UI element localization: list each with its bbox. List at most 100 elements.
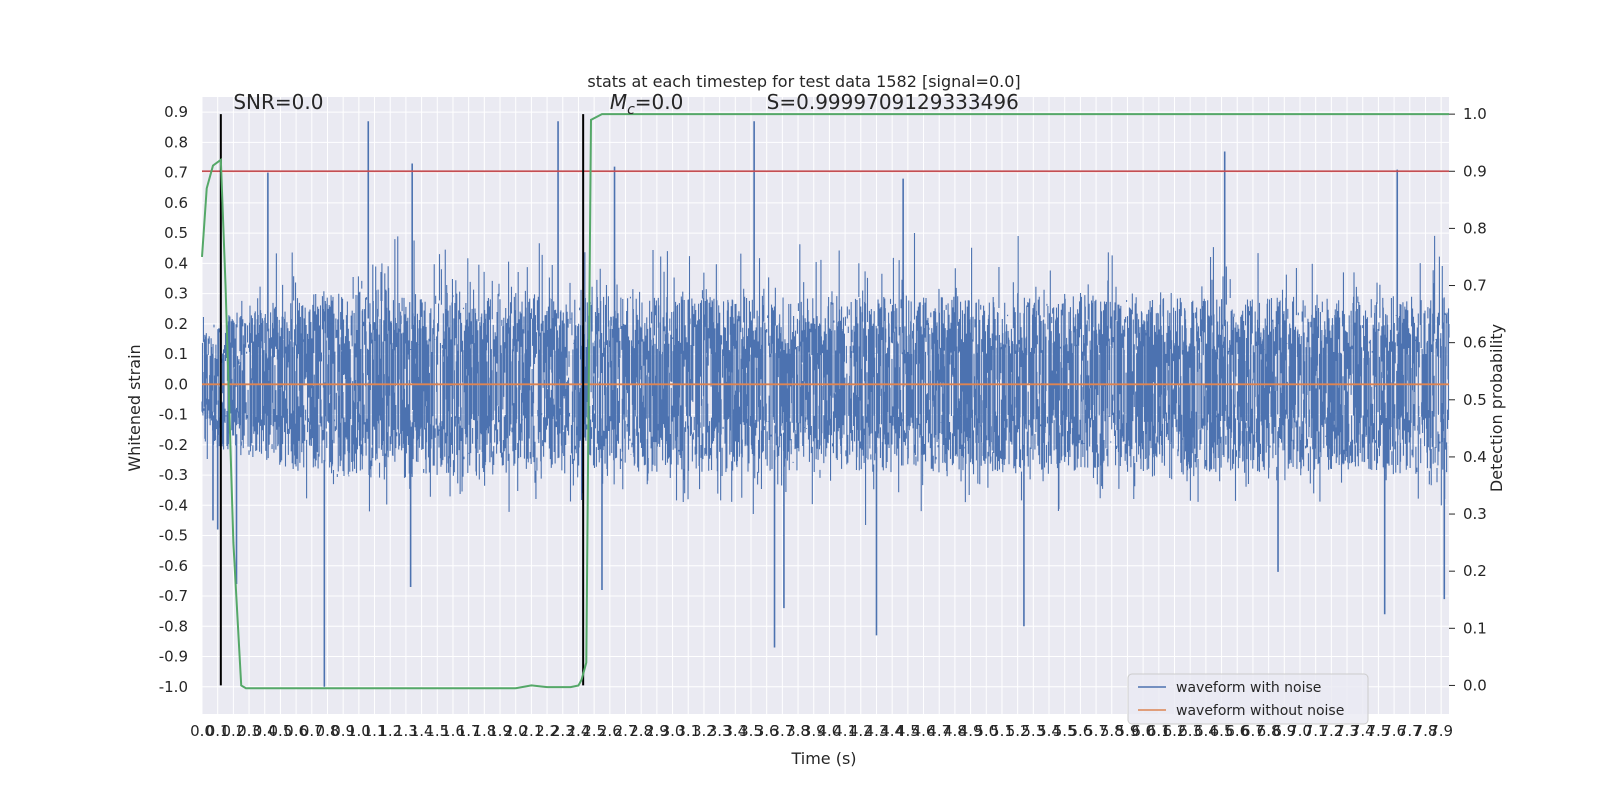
- y-tick-label: 0.4: [164, 254, 188, 272]
- x-tick-label: 2.6: [598, 722, 622, 740]
- legend: waveform with noise waveform without noi…: [1127, 673, 1369, 725]
- y2-tick-label: 0.2: [1463, 562, 1487, 580]
- x-tick-label: 3.1: [676, 722, 700, 740]
- x-tick-label: 3.7: [770, 722, 794, 740]
- x-tick-label: 4.9: [959, 722, 983, 740]
- x-tick-label: 2.7: [614, 722, 638, 740]
- x-tick-label: 3.8: [786, 722, 810, 740]
- x-tick-label: 0.1: [206, 722, 230, 740]
- x-tick-label: 6.2: [1163, 722, 1187, 740]
- chart-title: stats at each timestep for test data 158…: [587, 72, 1020, 91]
- x-tick-label: 1.3: [394, 722, 418, 740]
- y2-tick-label: 0.1: [1463, 619, 1487, 637]
- y-tick-label: -0.4: [159, 496, 188, 514]
- x-tick-label: 1.1: [363, 722, 387, 740]
- x-tick-label: 7.2: [1319, 722, 1343, 740]
- x-tick-label: 2.2: [535, 722, 559, 740]
- x-tick-label: 6.7: [1241, 722, 1265, 740]
- x-tick-label: 5.9: [1116, 722, 1140, 740]
- y-tick-label: 0.2: [164, 315, 188, 333]
- x-tick-label: 4.8: [943, 722, 967, 740]
- y2-tick-label: 0.6: [1463, 334, 1487, 352]
- x-tick-label: 7.8: [1414, 722, 1438, 740]
- annotations: SNR=0.0 Mc=0.0 S=0.9999709129333496: [233, 90, 1018, 118]
- x-tick-label: 7.7: [1398, 722, 1422, 740]
- x-tick-label: 2.8: [629, 722, 653, 740]
- x-tick-label: 1.2: [378, 722, 402, 740]
- x-tick-label: 4.5: [896, 722, 920, 740]
- x-tick-label: 2.5: [582, 722, 606, 740]
- x-tick-label: 4.2: [849, 722, 873, 740]
- y2-tick-label: 0.5: [1463, 391, 1487, 409]
- waveform-with-noise-series: [201, 121, 1450, 687]
- x-tick-label: 7.6: [1382, 722, 1406, 740]
- x-tick-label: 3.2: [692, 722, 716, 740]
- x-tick-label: 0.7: [300, 722, 324, 740]
- y2-tick-label: 0.4: [1463, 448, 1487, 466]
- y-tick-label: 0.7: [164, 164, 188, 182]
- x-tick-label: 7.9: [1429, 722, 1453, 740]
- x-tick-label: 0.0: [190, 722, 214, 740]
- x-tick-label: 6.3: [1178, 722, 1202, 740]
- x-tick-label: 5.2: [1006, 722, 1030, 740]
- x-tick-label: 0.2: [221, 722, 245, 740]
- x-tick-label: 0.5: [268, 722, 292, 740]
- x-tick-label: 6.8: [1257, 722, 1281, 740]
- x-tick-label: 0.9: [331, 722, 355, 740]
- y2-tick-label: 0.8: [1463, 219, 1487, 237]
- y-axis-ticks: -1.0 -0.9 -0.8 -0.7 -0.6 -0.5 -0.4 -0.3 -0.2 -0.1…: [159, 103, 188, 696]
- x-tick-label: 7.4: [1351, 722, 1375, 740]
- x-tick-label: 2.9: [645, 722, 669, 740]
- y-tick-label: 0.3: [164, 285, 188, 303]
- x-tick-label: 7.0: [1288, 722, 1312, 740]
- y2-axis-label: Detection probability: [1487, 324, 1506, 492]
- y-tick-label: -0.8: [159, 617, 188, 635]
- x-tick-label: 0.4: [253, 722, 277, 740]
- x-tick-label: 7.1: [1304, 722, 1328, 740]
- y-tick-label: -0.9: [159, 648, 188, 666]
- x-tick-label: 5.6: [1068, 722, 1092, 740]
- y-tick-label: -0.3: [159, 466, 188, 484]
- x-tick-label: 1.5: [425, 722, 449, 740]
- y-tick-label: 0.8: [164, 133, 188, 151]
- x-tick-label: 1.0: [347, 722, 371, 740]
- x-tick-label: 5.4: [1037, 722, 1061, 740]
- annotation: S=0.9999709129333496: [767, 90, 1019, 114]
- y-tick-label: -0.7: [159, 587, 188, 605]
- x-tick-label: 5.1: [990, 722, 1014, 740]
- x-tick-label: 5.3: [1021, 722, 1045, 740]
- overlays: [201, 113, 1449, 690]
- x-tick-label: 6.4: [1194, 722, 1218, 740]
- y2-tick-label: 1.0: [1463, 105, 1487, 123]
- x-tick-label: 4.3: [865, 722, 889, 740]
- x-tick-label: 7.3: [1335, 722, 1359, 740]
- x-tick-label: 4.7: [927, 722, 951, 740]
- y2-tick-label: 0.9: [1463, 162, 1487, 180]
- x-tick-label: 6.1: [1147, 722, 1171, 740]
- x-tick-label: 4.4: [880, 722, 904, 740]
- x-tick-label: 3.5: [739, 722, 763, 740]
- x-tick-label: 7.5: [1366, 722, 1390, 740]
- x-tick-label: 1.7: [457, 722, 481, 740]
- y-tick-label: 0.1: [164, 345, 188, 363]
- legend-label-noise: waveform with noise: [1176, 680, 1321, 696]
- x-tick-label: 3.9: [802, 722, 826, 740]
- x-axis-label: Time (s): [790, 749, 856, 768]
- x-tick-label: 3.0: [661, 722, 685, 740]
- annotation: SNR=0.0: [233, 90, 323, 114]
- x-tick-label: 3.6: [755, 722, 779, 740]
- y2-axis-ticks: 0.0 0.1 0.2 0.3 0.4 0.5 0.6 0.7 0.8 0.9 1.0: [1449, 105, 1487, 694]
- x-tick-label: 0.3: [237, 722, 261, 740]
- x-tick-label: 6.5: [1210, 722, 1234, 740]
- x-tick-label: 2.0: [504, 722, 528, 740]
- legend-label-clean: waveform without noise: [1176, 703, 1344, 719]
- legend-box: [1127, 673, 1369, 725]
- x-tick-label: 1.8: [472, 722, 496, 740]
- x-tick-label: 4.6: [912, 722, 936, 740]
- x-tick-label: 0.6: [284, 722, 308, 740]
- x-tick-label: 4.1: [833, 722, 857, 740]
- x-tick-label: 5.7: [1084, 722, 1108, 740]
- x-tick-label: 3.3: [708, 722, 732, 740]
- x-tick-label: 2.4: [567, 722, 591, 740]
